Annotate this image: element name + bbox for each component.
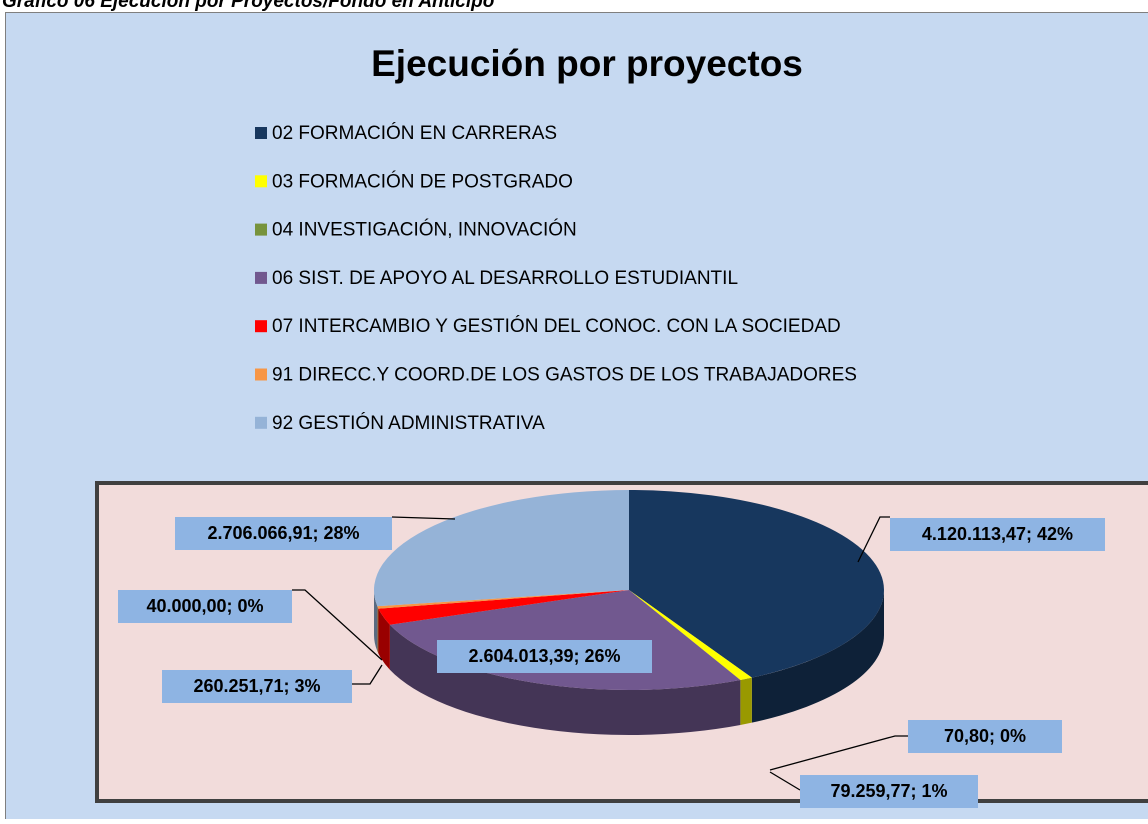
data-label: 4.120.113,47; 42% (922, 524, 1073, 544)
chart-title: Ejecución por proyectos (371, 43, 803, 84)
legend-label: 92 GESTIÓN ADMINISTRATIVA (272, 412, 545, 434)
legend-swatch (255, 417, 267, 429)
data-label: 79.259,77; 1% (830, 781, 947, 801)
pie-side (740, 678, 751, 725)
legend-label: 07 INTERCAMBIO Y GESTIÓN DEL CONOC. CON … (272, 315, 841, 337)
legend-label: 04 INVESTIGACIÓN, INNOVACIÓN (272, 219, 577, 241)
legend-swatch (255, 175, 267, 187)
data-label: 260.251,71; 3% (193, 676, 320, 696)
caption: Gráfico 06 Ejecución por Proyectos/Fondo… (2, 0, 494, 12)
data-label: 2.706.066,91; 28% (207, 523, 359, 543)
legend-swatch (255, 369, 267, 381)
data-label: 70,80; 0% (944, 726, 1026, 746)
legend-label: 02 FORMACIÓN EN CARRERAS (272, 122, 557, 144)
data-label: 2.604.013,39; 26% (468, 646, 620, 666)
legend-swatch (255, 224, 267, 236)
legend-swatch (255, 272, 267, 284)
legend-swatch (255, 127, 267, 139)
legend-label: 91 DIRECC.Y COORD.DE LOS GASTOS DE LOS T… (272, 365, 857, 386)
legend-label: 03 FORMACIÓN DE POSTGRADO (272, 170, 573, 192)
data-label: 40.000,00; 0% (146, 596, 263, 616)
legend-label: 06 SIST. DE APOYO AL DESARROLLO ESTUDIAN… (272, 268, 738, 289)
pie-side (377, 606, 378, 654)
legend-swatch (255, 320, 267, 332)
